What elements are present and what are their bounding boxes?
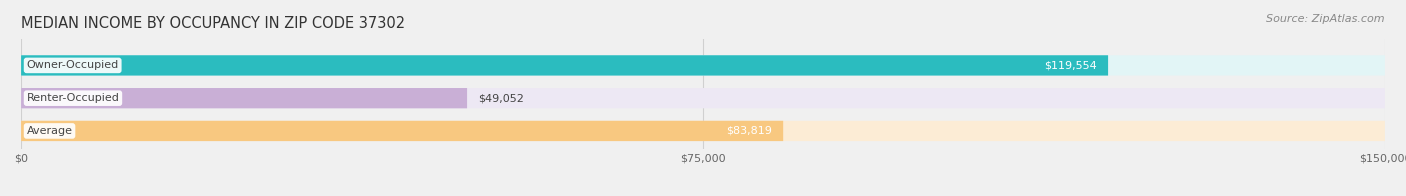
FancyBboxPatch shape — [21, 88, 1385, 108]
FancyBboxPatch shape — [21, 121, 1385, 141]
Text: MEDIAN INCOME BY OCCUPANCY IN ZIP CODE 37302: MEDIAN INCOME BY OCCUPANCY IN ZIP CODE 3… — [21, 16, 405, 31]
FancyBboxPatch shape — [21, 88, 467, 108]
Text: $83,819: $83,819 — [727, 126, 772, 136]
Text: $49,052: $49,052 — [478, 93, 524, 103]
FancyBboxPatch shape — [21, 121, 783, 141]
Text: Owner-Occupied: Owner-Occupied — [27, 60, 118, 70]
Text: Average: Average — [27, 126, 73, 136]
FancyBboxPatch shape — [21, 55, 1108, 76]
Text: $119,554: $119,554 — [1045, 60, 1097, 70]
Text: Source: ZipAtlas.com: Source: ZipAtlas.com — [1267, 14, 1385, 24]
FancyBboxPatch shape — [21, 55, 1385, 76]
Text: Renter-Occupied: Renter-Occupied — [27, 93, 120, 103]
